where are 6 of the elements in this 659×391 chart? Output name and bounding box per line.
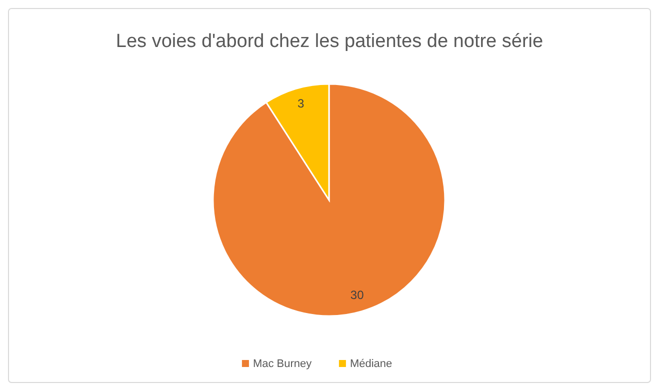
legend-label: Médiane — [350, 358, 392, 370]
legend-label: Mac Burney — [252, 358, 312, 370]
data-label: 3 — [298, 96, 305, 110]
chart-title: Les voies d'abord chez les patientes de notre série — [116, 31, 544, 52]
pie-slice — [212, 83, 446, 317]
data-label: 30 — [350, 288, 364, 302]
